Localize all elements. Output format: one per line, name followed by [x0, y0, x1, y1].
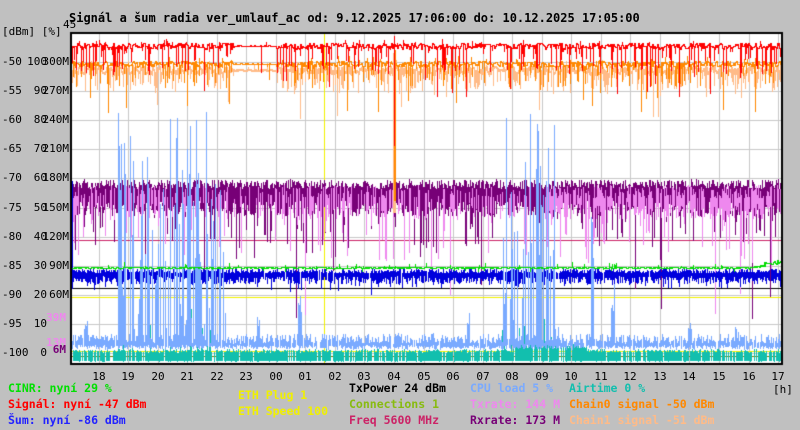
hour-label-02: 02	[328, 370, 342, 383]
tick-pct-50: 50	[33, 201, 47, 214]
hour-label-11: 11	[594, 370, 608, 383]
axis-top-value: 45	[63, 18, 77, 31]
tick-pct-30: 30	[33, 259, 47, 272]
tick-pct-100: 100	[27, 55, 47, 68]
tick-rate-min-39: 39M	[46, 311, 66, 324]
tick-mbit-300: 300M	[42, 55, 70, 68]
x-axis-unit: [h]	[773, 383, 793, 396]
hour-label-01: 01	[298, 370, 312, 383]
legend-rxrate: Rxrate: 173 M	[470, 413, 561, 427]
tick-pct-80: 80	[33, 113, 47, 126]
hour-label-04: 04	[387, 370, 401, 383]
legend-chain1: Chain1 signal -51 dBm	[569, 413, 715, 427]
tick-rate-min-13: 13M	[46, 336, 66, 349]
tick-dbm--55: -55	[2, 84, 22, 97]
hour-label-06: 06	[446, 370, 460, 383]
tick-pct-60: 60	[33, 171, 47, 184]
tick-rate-min-6: 6M	[52, 343, 66, 356]
hour-label-18: 18	[92, 370, 106, 383]
hour-label-03: 03	[357, 370, 371, 383]
tick-pct-10: 10	[33, 317, 47, 330]
tick-dbm--95: -95	[2, 317, 22, 330]
hour-label-10: 10	[564, 370, 578, 383]
tick-mbit-60: 60M	[49, 288, 69, 301]
legend-chain0: Chain0 signal -50 dBm	[569, 397, 715, 411]
tick-dbm--65: -65	[2, 142, 22, 155]
tick-pct-20: 20	[33, 288, 47, 301]
legend-freq: Freq 5600 MHz	[349, 413, 440, 427]
tick-dbm--100: -100	[2, 346, 29, 359]
tick-dbm--60: -60	[2, 113, 22, 126]
legend-cpu: CPU load 5 %	[470, 381, 554, 395]
tick-dbm--90: -90	[2, 288, 22, 301]
hour-label-08: 08	[505, 370, 519, 383]
tick-mbit-270: 270M	[42, 84, 70, 97]
legend-noise: Šum: nyní -86 dBm	[8, 413, 126, 427]
hour-label-20: 20	[151, 370, 165, 383]
legend-eth-plug: ETH Plug 1	[238, 388, 308, 402]
axis-unit-label: [dBm] [%]	[2, 25, 62, 38]
hour-label-13: 13	[653, 370, 667, 383]
tick-mbit-180: 180M	[42, 171, 70, 184]
hour-label-14: 14	[682, 370, 696, 383]
tick-mbit-210: 210M	[42, 142, 70, 155]
tick-dbm--70: -70	[2, 171, 22, 184]
hour-label-23: 23	[239, 370, 253, 383]
hour-label-22: 22	[210, 370, 224, 383]
tick-pct-70: 70	[33, 142, 47, 155]
chart-title: Signál a šum radia ver_umlauf_ac od: 9.1…	[69, 11, 640, 25]
tick-mbit-90: 90M	[49, 259, 69, 272]
legend-airtime: Airtime 0 %	[569, 381, 646, 395]
hour-label-21: 21	[180, 370, 194, 383]
legend-txpower: TxPower 24 dBm	[349, 381, 446, 395]
legend-connections: Connections 1	[349, 397, 440, 411]
tick-pct-40: 40	[33, 230, 47, 243]
hour-label-07: 07	[476, 370, 490, 383]
tick-dbm--75: -75	[2, 201, 22, 214]
hour-label-19: 19	[121, 370, 135, 383]
legend-eth-speed: ETH Speed 100	[238, 404, 329, 418]
tick-mbit-240: 240M	[42, 113, 70, 126]
tick-pct-90: 90	[33, 84, 47, 97]
tick-dbm--80: -80	[2, 230, 22, 243]
tick-dbm--50: -50	[2, 55, 22, 68]
tick-mbit-150: 150M	[42, 201, 70, 214]
hour-label-17: 17	[771, 370, 785, 383]
tick-pct-0: 0	[40, 346, 47, 359]
tick-dbm--85: -85	[2, 259, 22, 272]
hour-label-12: 12	[623, 370, 637, 383]
tick-mbit-120: 120M	[42, 230, 70, 243]
legend-txrate: Txrate: 144 M	[470, 397, 561, 411]
hour-label-15: 15	[712, 370, 726, 383]
hour-label-09: 09	[535, 370, 549, 383]
legend-signal: Signál: nyní -47 dBm	[8, 397, 147, 411]
legend-cinr: CINR: nyní 29 %	[8, 381, 112, 395]
hour-label-05: 05	[417, 370, 431, 383]
hour-label-00: 00	[269, 370, 283, 383]
hour-label-16: 16	[742, 370, 756, 383]
